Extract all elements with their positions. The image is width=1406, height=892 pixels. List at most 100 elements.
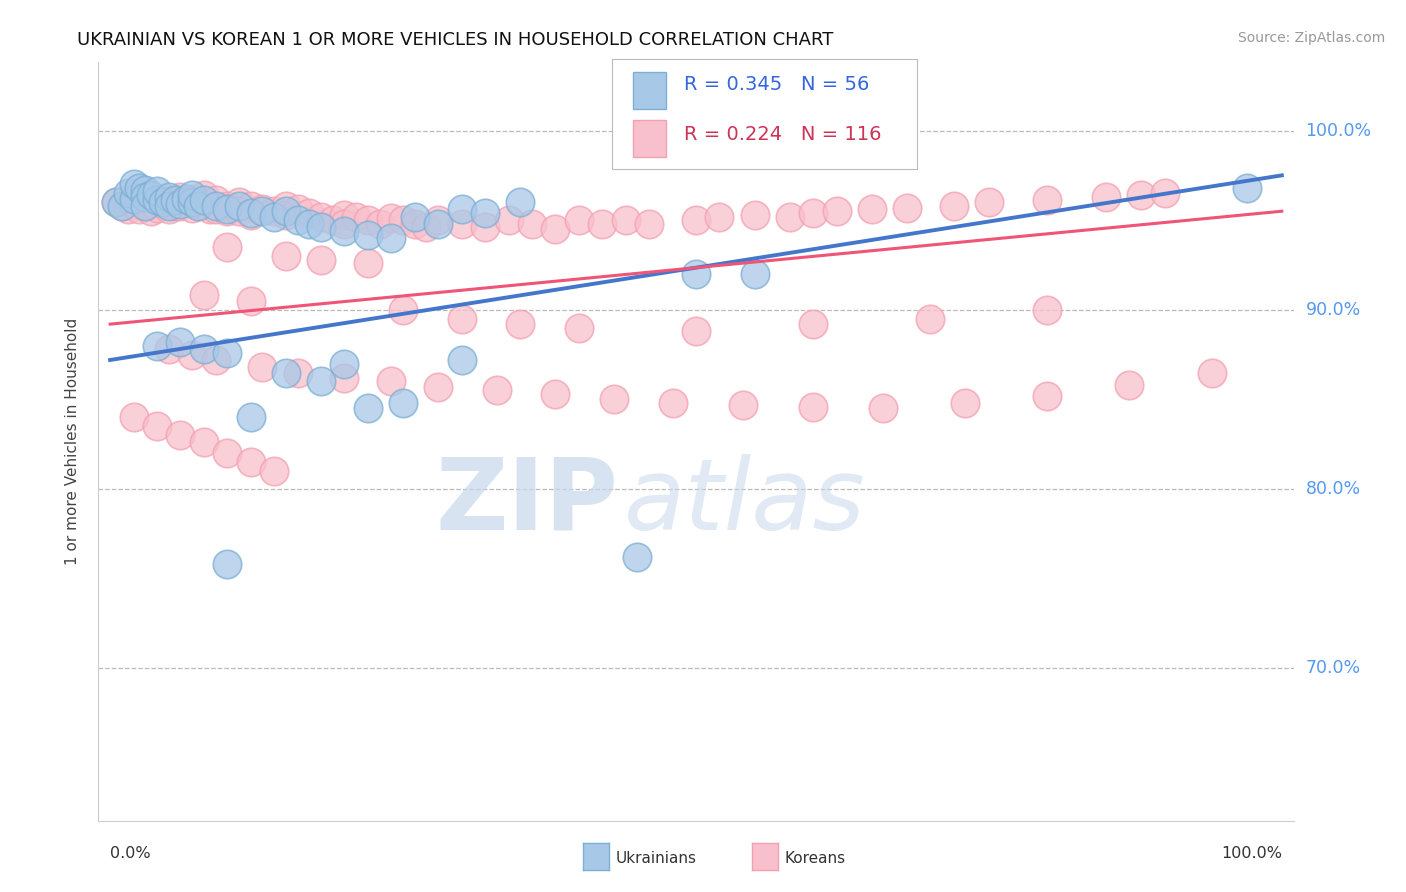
Point [544,222,567,236]
Point [217,346,239,360]
Point [111,199,134,213]
Point [239,455,262,469]
Point [392,302,415,317]
Point [357,227,380,242]
Point [134,183,156,197]
Text: R = 0.345   N = 56: R = 0.345 N = 56 [685,76,869,95]
Point [955,396,977,410]
Point [217,558,239,572]
Point [174,192,197,206]
Point [146,201,169,215]
Point [134,190,156,204]
Point [860,202,883,217]
Point [344,210,367,224]
Point [685,213,707,227]
Point [239,208,262,222]
Point [779,210,801,224]
Point [380,231,402,245]
Point [157,343,180,357]
Bar [633,120,666,157]
Point [801,317,824,331]
Point [685,324,707,338]
Point [187,197,209,211]
Point [298,217,321,231]
Point [169,190,191,204]
Point [801,206,824,220]
Point [193,197,215,211]
Point [333,357,356,371]
Point [509,195,531,210]
Text: 90.0%: 90.0% [1306,301,1361,318]
Point [309,220,332,235]
Point [1118,378,1140,392]
Point [298,206,321,220]
Point [942,199,965,213]
Point [228,199,250,213]
Point [274,366,297,380]
Text: Koreans: Koreans [785,851,845,865]
FancyBboxPatch shape [613,59,917,169]
Point [193,288,215,302]
Point [252,360,274,375]
Text: Ukrainians: Ukrainians [616,851,697,865]
Point [263,464,285,478]
Point [163,199,186,213]
Point [163,194,186,208]
Point [626,550,648,565]
Point [322,213,344,227]
Point [157,202,180,217]
Point [638,217,661,231]
Point [591,217,613,231]
Point [228,195,250,210]
Point [1236,181,1258,195]
Point [380,375,402,389]
Point [274,249,297,263]
Bar [633,72,666,109]
Point [204,194,226,208]
Point [105,195,128,210]
Point [217,199,239,213]
Point [380,211,402,226]
Point [872,401,894,416]
Point [169,334,191,349]
Text: Source: ZipAtlas.com: Source: ZipAtlas.com [1237,31,1385,45]
Point [520,217,543,231]
Point [427,217,450,231]
Point [122,188,145,202]
Point [105,195,128,210]
Y-axis label: 1 or more Vehicles in Household: 1 or more Vehicles in Household [65,318,80,566]
Text: 70.0%: 70.0% [1306,659,1361,677]
Point [614,213,637,227]
Point [169,197,191,211]
Point [252,204,274,219]
Point [274,204,297,219]
Point [181,188,204,202]
Point [128,181,150,195]
Point [204,202,226,217]
Point [128,202,150,217]
Point [474,206,496,220]
Point [333,208,356,222]
Point [333,224,356,238]
Point [228,204,250,219]
Point [392,213,415,227]
Point [239,199,262,213]
Point [568,213,591,227]
Point [415,220,437,235]
Point [333,217,356,231]
Point [141,188,163,202]
Point [169,199,191,213]
Point [731,398,754,412]
Point [661,396,683,410]
Point [193,343,215,357]
Point [122,178,145,192]
Point [450,202,472,217]
Point [193,435,215,450]
Point [252,202,274,217]
Point [239,410,262,425]
Point [920,311,942,326]
Point [263,210,285,224]
Text: 0.0%: 0.0% [110,846,150,861]
Point [309,210,332,224]
Point [181,201,204,215]
